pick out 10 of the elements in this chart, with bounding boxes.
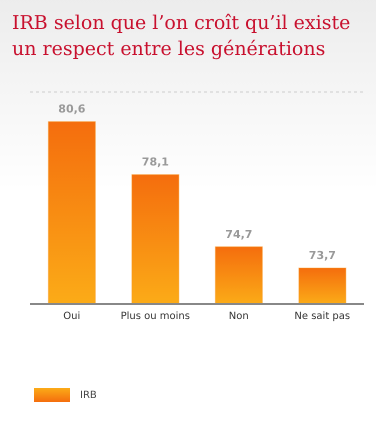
legend-label: IRB [80, 390, 97, 400]
x-tick-label: Ne sait pas [294, 311, 350, 322]
data-label: 74,7 [225, 228, 252, 241]
x-tick-label: Oui [63, 311, 80, 322]
chart-title: IRB selon que l’on croît qu’il existe un respect entre les générations [11, 11, 352, 62]
data-label: 80,6 [58, 102, 86, 116]
x-tick-label: Non [228, 311, 249, 322]
data-label: 78,1 [142, 156, 169, 169]
x-tick-label: Plus ou moins [120, 311, 190, 322]
data-label: 73,7 [308, 248, 336, 262]
